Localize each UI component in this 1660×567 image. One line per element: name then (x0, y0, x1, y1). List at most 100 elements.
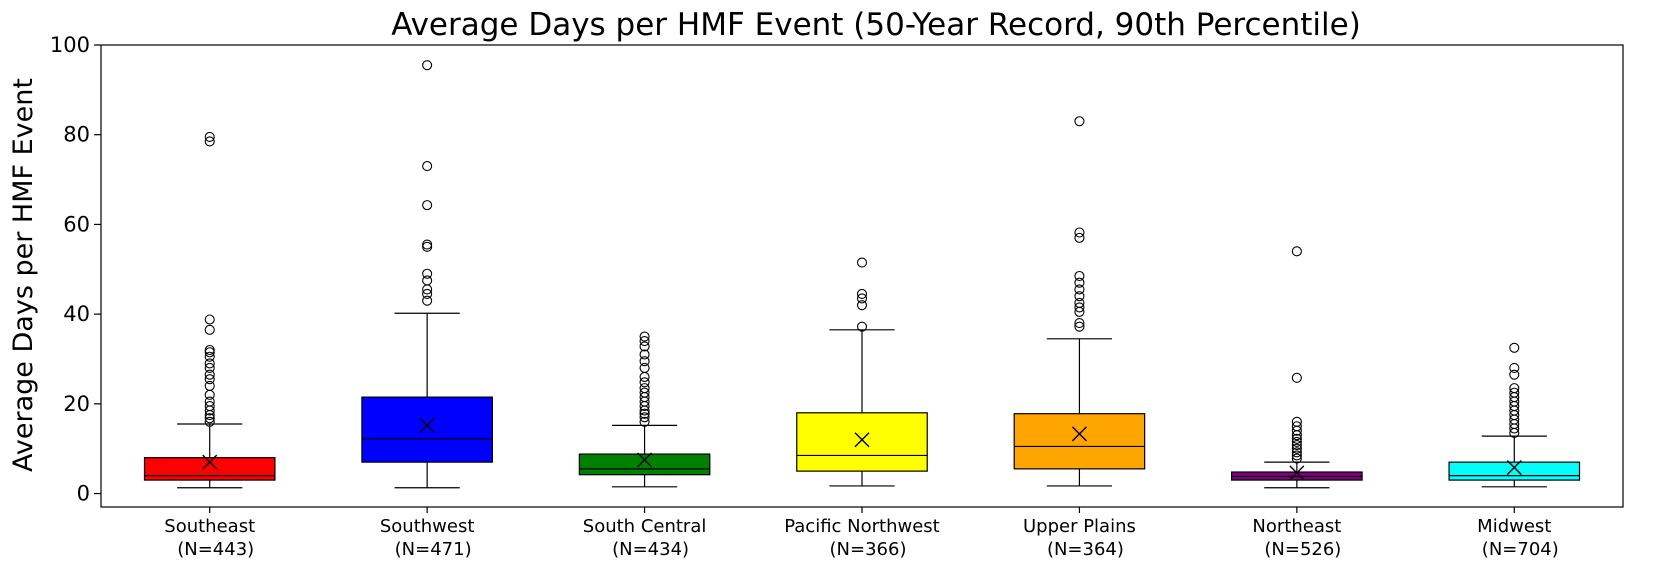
mean-marker (637, 452, 653, 468)
y-tick-label: 60 (63, 212, 90, 236)
outlier-point (639, 371, 650, 382)
outlier-point (204, 358, 215, 369)
y-tick-label: 100 (50, 33, 90, 57)
outlier-point (422, 239, 433, 250)
outlier-point (639, 408, 650, 419)
outlier-point (204, 396, 215, 407)
outlier-point (204, 374, 215, 385)
outlier-point (639, 383, 650, 394)
outlier-point (1074, 302, 1085, 313)
outlier-point (639, 416, 650, 427)
outlier-point (204, 389, 215, 400)
outlier-point (204, 413, 215, 424)
outlier-point (1074, 284, 1085, 295)
outlier-point (1074, 291, 1085, 302)
outlier-point (204, 401, 215, 412)
outlier-point (856, 257, 868, 268)
outlier-point (1291, 433, 1302, 444)
x-tick-sample-size: (N=366) (830, 539, 907, 560)
outlier-point (639, 412, 650, 423)
outlier-point (204, 369, 215, 380)
outlier-point (856, 288, 868, 299)
outlier-point (1291, 443, 1302, 454)
outlier-point (204, 324, 215, 335)
mean-marker (1289, 465, 1305, 481)
outlier-point (639, 349, 650, 360)
outlier-point (204, 362, 215, 374)
x-tick-sample-size: (N=704) (1482, 539, 1559, 560)
x-tick-sample-size: (N=471) (395, 539, 472, 560)
outlier-point (1291, 436, 1302, 448)
outlier-point (204, 136, 215, 147)
outlier-point (422, 268, 433, 279)
box-iqr (143, 457, 276, 481)
outlier-point (422, 60, 433, 71)
x-tick-label: Southeast (164, 516, 255, 537)
outlier-point (1509, 383, 1520, 394)
outlier-point (856, 321, 868, 332)
box-iqr (361, 396, 493, 463)
outlier-point (1074, 227, 1085, 238)
outlier-point (1291, 372, 1302, 383)
outlier-point (1291, 246, 1302, 257)
outlier-point (422, 161, 433, 172)
mean-marker (419, 417, 435, 433)
outlier-point (1074, 297, 1085, 308)
outlier-point (1074, 270, 1085, 282)
box-iqr (796, 412, 928, 472)
mean-marker (854, 432, 870, 448)
outlier-point (639, 331, 650, 342)
outlier-point (422, 200, 433, 211)
axes-frame (100, 44, 1624, 508)
outlier-point (1509, 369, 1520, 380)
x-tick-label: Upper Plains (1023, 516, 1136, 537)
outlier-point (639, 362, 650, 374)
x-tick-sample-size: (N=443) (177, 539, 254, 560)
box-iqr (1013, 413, 1146, 470)
outlier-point (1291, 416, 1302, 427)
x-tick-label: South Central (583, 516, 707, 537)
outlier-point (639, 356, 650, 367)
x-tick-label: Northeast (1252, 516, 1341, 537)
y-axis-label: Average Days per HMF Event (8, 78, 39, 472)
x-tick-label: Pacific Northwest (784, 516, 940, 537)
y-tick-label: 40 (63, 302, 90, 326)
box-iqr (578, 453, 711, 476)
outlier-point (204, 314, 215, 325)
outlier-point (1074, 277, 1085, 288)
outlier-point (1291, 447, 1302, 458)
x-tick-sample-size: (N=526) (1264, 539, 1341, 560)
outlier-point (1074, 318, 1085, 329)
outlier-point (1509, 362, 1520, 374)
outlier-point (639, 377, 650, 388)
outlier-point (204, 351, 215, 362)
plot-area: 020406080100Southeast(N=443)Southwest(N=… (50, 33, 1624, 560)
y-tick-label: 80 (63, 123, 90, 147)
outlier-point (204, 416, 215, 427)
outlier-point (1509, 387, 1520, 398)
outlier-point (639, 341, 650, 352)
outlier-point (204, 344, 215, 356)
outlier-point (422, 288, 433, 299)
x-tick-label: Southwest (380, 516, 475, 537)
outlier-point (1074, 232, 1085, 243)
outlier-point (422, 275, 433, 286)
mean-marker (202, 454, 218, 470)
outlier-point (204, 380, 215, 391)
x-tick-label: Midwest (1477, 516, 1551, 537)
mean-marker (1071, 426, 1087, 442)
outlier-point (204, 131, 215, 143)
outlier-point (1074, 321, 1085, 332)
outlier-point (1074, 116, 1085, 127)
x-tick-sample-size: (N=364) (1047, 539, 1124, 560)
outlier-point (1291, 440, 1302, 451)
outlier-point (422, 241, 433, 252)
outlier-point (1291, 450, 1302, 461)
outlier-point (1291, 453, 1302, 464)
outlier-point (856, 300, 868, 311)
outlier-point (639, 387, 650, 398)
outlier-point (1291, 421, 1302, 432)
chart-title: Average Days per HMF Event (50-Year Reco… (391, 7, 1361, 43)
y-tick-label: 20 (63, 392, 90, 416)
